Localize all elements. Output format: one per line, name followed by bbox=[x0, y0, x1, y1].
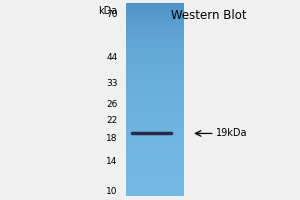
Text: kDa: kDa bbox=[98, 6, 118, 16]
Text: 70: 70 bbox=[106, 10, 118, 19]
Text: 19kDa: 19kDa bbox=[216, 128, 248, 138]
Text: 10: 10 bbox=[106, 187, 118, 196]
Text: 22: 22 bbox=[106, 116, 118, 125]
Text: 14: 14 bbox=[106, 157, 118, 166]
Text: 44: 44 bbox=[106, 53, 118, 62]
Text: Western Blot: Western Blot bbox=[171, 9, 247, 22]
Text: 18: 18 bbox=[106, 134, 118, 143]
Text: 33: 33 bbox=[106, 79, 118, 88]
Text: 26: 26 bbox=[106, 100, 118, 109]
